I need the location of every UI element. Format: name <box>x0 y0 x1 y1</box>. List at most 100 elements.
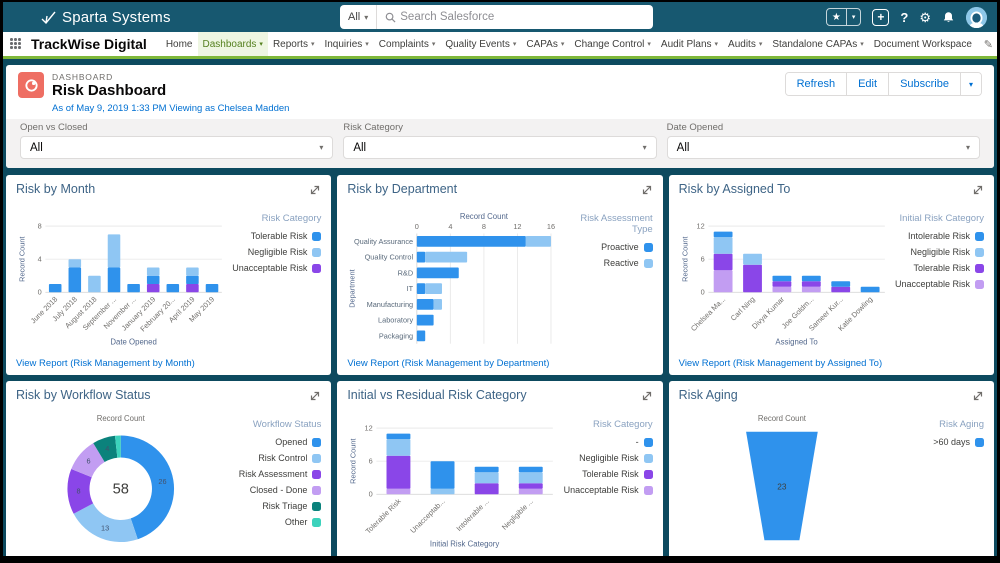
legend-label: Tolerable Risk <box>582 469 639 480</box>
tab-audits[interactable]: Audits ▾ <box>723 32 767 56</box>
expand-icon[interactable] <box>972 389 984 407</box>
legend-entry: Unacceptable Risk <box>890 279 984 289</box>
filter-label: Date Opened <box>666 122 724 134</box>
legend-swatch <box>312 485 322 495</box>
global-actions-add-icon[interactable]: + <box>872 8 890 26</box>
favorites-star-icon[interactable]: ★ <box>831 11 841 23</box>
filter-date-opened[interactable]: All ▾ <box>666 136 980 160</box>
panel-title: Risk by Assigned To <box>678 182 791 197</box>
svg-text:Intolerable ...: Intolerable ... <box>455 497 491 533</box>
user-avatar[interactable] <box>966 6 987 28</box>
expand-icon[interactable] <box>641 389 653 407</box>
chart-initial-vs-residual-risk-category: 0 6 12 Record Count Tolerable Risk Unacceptab… <box>347 407 558 554</box>
svg-text:Record Count: Record Count <box>17 237 26 282</box>
expand-icon[interactable] <box>972 183 984 201</box>
tab-change-control[interactable]: Change Control ▾ <box>569 32 656 56</box>
filter-value: All <box>30 141 43 154</box>
panel-risk-aging: Risk Aging Record Count 23 Risk Aging >60 da… <box>668 381 994 556</box>
chevron-down-icon: ▾ <box>365 41 369 48</box>
tab-label: Inquiries <box>324 38 363 50</box>
tab-complaints[interactable]: Complaints ▾ <box>374 32 441 56</box>
tab-label: Home <box>165 38 193 50</box>
legend-label: Opened <box>275 437 308 448</box>
panel-title: Risk by Workflow Status <box>16 388 151 403</box>
brand-text: Sparta Systems <box>62 8 171 26</box>
legend-swatch <box>643 453 653 463</box>
view-report-link[interactable]: View Report (Initial vs Final Risk Categ… <box>347 554 652 556</box>
refresh-button[interactable]: Refresh <box>785 73 847 95</box>
legend-label: Risk Control <box>258 453 308 464</box>
chart-risk-aging: Record Count 23 <box>679 407 890 554</box>
legend-swatch <box>643 469 653 479</box>
more-actions-chevron-icon[interactable]: ▾ <box>959 73 981 95</box>
expand-icon[interactable] <box>309 183 321 201</box>
svg-text:0: 0 <box>415 222 419 231</box>
tab-label: Quality Events <box>445 38 510 50</box>
svg-text:6: 6 <box>86 457 90 466</box>
tab-document-workspace[interactable]: Document Workspace <box>869 32 977 56</box>
svg-text:8: 8 <box>482 222 486 231</box>
svg-text:13: 13 <box>101 524 109 533</box>
setup-gear-icon[interactable]: ⚙ <box>919 9 931 25</box>
search-input[interactable] <box>400 11 653 23</box>
expand-icon[interactable] <box>309 389 321 407</box>
panel-title: Initial vs Residual Risk Category <box>347 388 527 403</box>
chevron-down-icon: ▾ <box>965 143 970 153</box>
svg-text:Record Count: Record Count <box>680 237 689 282</box>
search-scope-selector[interactable]: All ▾ <box>340 5 378 29</box>
tab-home[interactable]: Home <box>161 32 198 56</box>
legend-entry: Reactive <box>559 258 653 268</box>
favorites-control[interactable]: ★ ▾ <box>825 8 862 26</box>
svg-text:0: 0 <box>700 288 704 297</box>
tab-capas[interactable]: CAPAs ▾ <box>521 32 569 56</box>
chart-legend: Initial Risk Category Intolerable Risk Neg… <box>890 201 984 356</box>
svg-text:Packaging: Packaging <box>379 332 413 341</box>
chart-risk-by-workflow-status: Record Count 26 13 8 6 4 58 <box>16 407 227 554</box>
chevron-down-icon: ▾ <box>431 41 436 48</box>
expand-icon[interactable] <box>641 183 653 201</box>
tab-audit-plans[interactable]: Audit Plans ▾ <box>656 32 723 56</box>
svg-text:6: 6 <box>700 255 704 264</box>
legend-entry: Intolerable Risk <box>890 231 984 241</box>
svg-text:R&D: R&D <box>398 269 414 278</box>
legend-label: Negligible Risk <box>247 247 308 258</box>
favorites-chevron-down-icon[interactable]: ▾ <box>845 9 861 25</box>
filter-label: Risk Category <box>343 122 403 134</box>
panel-risk-by-workflow-status: Risk by Workflow Status Record Count 26 13 8… <box>6 381 332 556</box>
legend-entry: Risk Assessment <box>227 469 322 479</box>
tab-reports[interactable]: Reports ▾ <box>268 32 320 56</box>
filter-open-vs-closed[interactable]: All ▾ <box>20 136 334 160</box>
view-report-link[interactable]: View Report (Risk Management by Departme… <box>347 358 550 370</box>
tab-standalone-capas[interactable]: Standalone CAPAs ▾ <box>767 32 868 56</box>
panel-title: Risk by Department <box>347 182 458 197</box>
filter-risk-category[interactable]: All ▾ <box>343 136 657 160</box>
view-report-link[interactable]: View Report (Risk Management by Assigned… <box>678 358 883 370</box>
tab-inquiries[interactable]: Inquiries ▾ <box>319 32 373 56</box>
tab-quality-events[interactable]: Quality Events ▾ <box>440 32 521 56</box>
nav-tabs: Home Dashboards ▾ Reports ▾ Inquiries ▾ Complai… <box>161 32 980 56</box>
view-report-link[interactable]: View Report (Risk Management by Month) <box>16 358 195 370</box>
legend-label: - <box>635 437 639 448</box>
view-report-link[interactable]: View Report (Risk Management by Workflow… <box>16 554 321 556</box>
legend-entry: Negligible Risk <box>559 453 653 463</box>
legend-entry: Proactive <box>559 242 653 252</box>
notifications-bell-icon[interactable] <box>942 11 955 24</box>
legend-entry: Tolerable Risk <box>227 231 322 241</box>
edit-pencil-icon[interactable]: ✎ <box>983 38 993 51</box>
legend-entry: Opened <box>227 437 322 448</box>
app-launcher-waffle-icon[interactable] <box>3 32 29 56</box>
legend-swatch <box>312 263 322 273</box>
header-utility-icons: ★ ▾ + ? ⚙ <box>825 2 987 32</box>
svg-text:Record Count: Record Count <box>460 212 509 221</box>
svg-text:Initial Risk Category: Initial Risk Category <box>430 540 499 549</box>
tab-dashboards[interactable]: Dashboards ▾ <box>197 32 268 56</box>
search-icon <box>385 12 396 23</box>
edit-button[interactable]: Edit <box>846 73 889 95</box>
view-report-link[interactable]: View Report (Risk Management Aging) <box>679 554 984 556</box>
dashboard-actions: Refresh Edit Subscribe ▾ <box>784 72 982 96</box>
chevron-down-icon: ▾ <box>642 143 647 153</box>
legend-entry: Closed - Done <box>227 485 322 495</box>
legend-swatch <box>975 279 984 289</box>
help-icon[interactable]: ? <box>900 9 909 25</box>
subscribe-button[interactable]: Subscribe <box>888 73 960 95</box>
